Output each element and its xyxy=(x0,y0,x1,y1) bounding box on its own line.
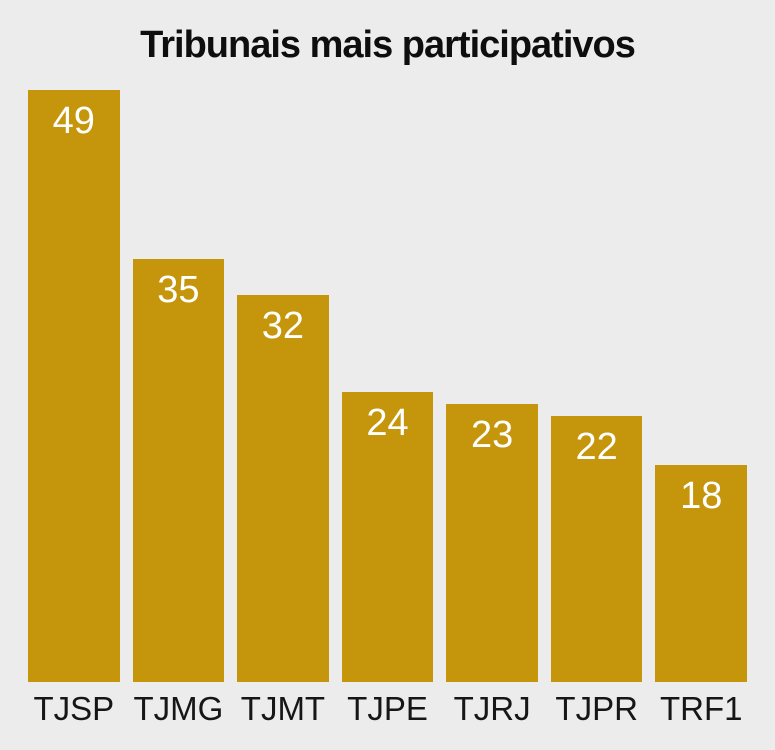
bar-tjrj: 23 xyxy=(446,404,538,682)
x-axis-labels: TJSP TJMG TJMT TJPE TJRJ TJPR TRF1 xyxy=(28,692,747,725)
bar-value-label: 23 xyxy=(470,414,514,456)
bar-value-label: 35 xyxy=(157,269,200,311)
bar-tjmg: 35 xyxy=(132,259,225,682)
bar-group-trf1: 18 xyxy=(655,90,748,682)
bar-tjpe: 24 xyxy=(341,392,434,682)
bar-value-label: 22 xyxy=(575,426,618,468)
x-axis-label-tjsp: TJSP xyxy=(33,690,115,727)
x-axis-label-tjmt: TJMT xyxy=(240,690,326,727)
bar-group-tjpr: 22 xyxy=(550,90,643,682)
x-axis-label-tjpe: TJPE xyxy=(347,690,428,727)
bar-trf1: 18 xyxy=(655,465,748,682)
chart-title: Tribunais mais participativos xyxy=(140,24,636,66)
bar-value-label: 24 xyxy=(366,402,409,444)
bar-group-tjmg: 35 xyxy=(132,90,225,682)
plot-area: 49 35 32 24 23 22 xyxy=(28,90,748,682)
x-axis-label-tjrj: TJRJ xyxy=(453,690,531,727)
x-axis-label-trf1: TRF1 xyxy=(660,690,743,727)
bar-group-tjpe: 24 xyxy=(341,90,434,682)
x-axis-label-tjpr: TJPR xyxy=(555,690,638,727)
bar-group-tjsp: 49 xyxy=(28,90,120,682)
bar-value-label: 32 xyxy=(261,305,305,347)
bar-tjmt: 32 xyxy=(237,295,329,682)
bar-tjpr: 22 xyxy=(550,416,643,682)
bar-value-label: 18 xyxy=(680,475,723,517)
bar-group-tjrj: 23 xyxy=(446,90,538,682)
x-axis-label-tjmg: TJMG xyxy=(133,690,224,727)
bar-value-label: 49 xyxy=(52,100,95,142)
bar-group-tjmt: 32 xyxy=(237,90,329,682)
bar-tjsp: 49 xyxy=(28,90,120,682)
